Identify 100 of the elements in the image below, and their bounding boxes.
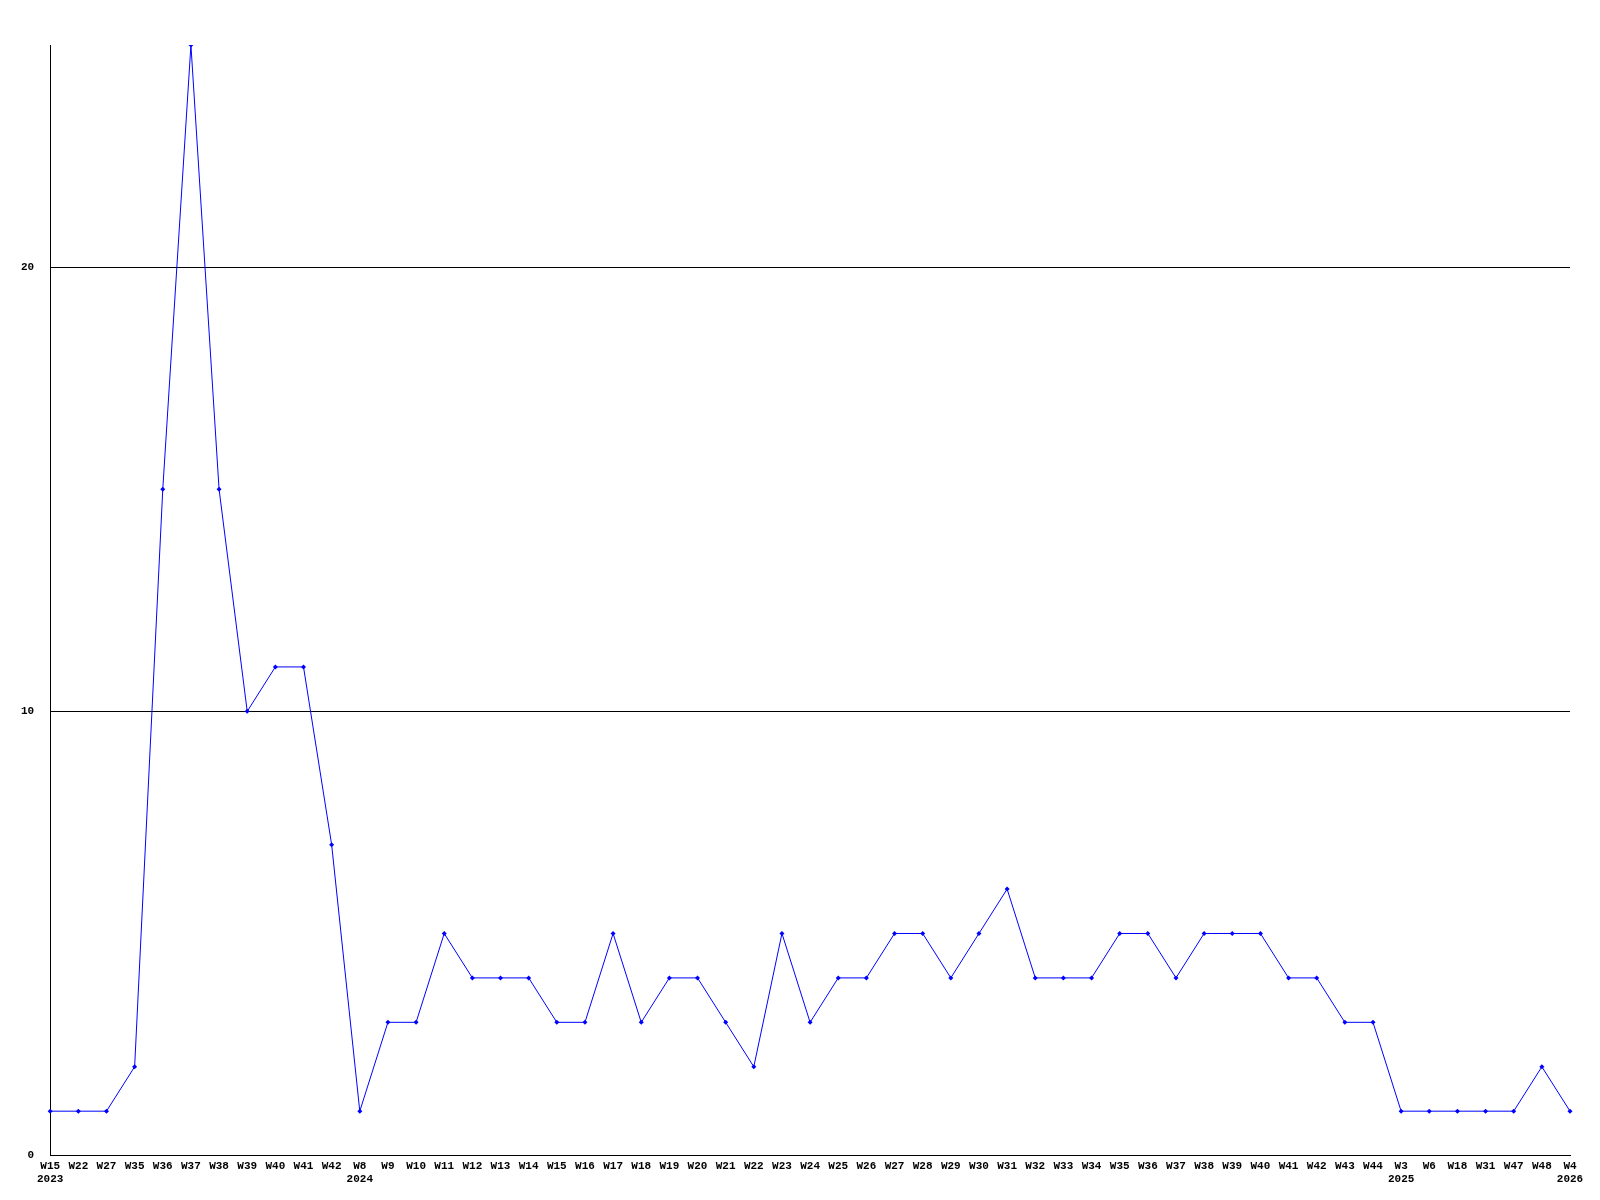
x-tick-label: W18 [631, 1159, 652, 1172]
x-tick-label: W17 [603, 1159, 623, 1172]
point [1454, 1108, 1460, 1114]
point [1004, 886, 1010, 892]
point [920, 930, 926, 936]
x-tick-label: W14 [518, 1159, 539, 1172]
x-tick-label: W28 [912, 1159, 933, 1172]
point [329, 842, 335, 848]
point [582, 1019, 588, 1025]
point [357, 1108, 363, 1114]
point [1370, 1019, 1376, 1025]
x-tick-label: W42 [1306, 1159, 1327, 1172]
point [301, 664, 306, 670]
point [1539, 1064, 1545, 1070]
point [1229, 930, 1235, 936]
point [1201, 930, 1207, 936]
x-tick-label: W24 [800, 1159, 821, 1172]
x-tick-label: W38 [209, 1159, 230, 1172]
x-tick-label: W16 [575, 1159, 595, 1172]
point [1511, 1108, 1517, 1114]
point [526, 975, 532, 981]
x-tick-label: W31 [1475, 1159, 1496, 1172]
point [610, 930, 616, 936]
x-tick-label: W29 [940, 1159, 961, 1172]
point [75, 1108, 81, 1114]
point [244, 708, 250, 714]
x-tick-label: W35 [1109, 1159, 1130, 1172]
point [948, 975, 954, 981]
point [976, 930, 982, 936]
point [695, 975, 701, 981]
x-tick-label: W25 [828, 1159, 849, 1172]
x-tick-label: W18 [1447, 1159, 1468, 1172]
point [47, 1108, 53, 1114]
x-tick-label: W42 [321, 1159, 342, 1172]
x-tick-label: W34 [1081, 1159, 1102, 1172]
point [1145, 930, 1151, 936]
x-tick-label: W36 [1137, 1159, 1158, 1172]
point [835, 975, 841, 981]
point [1426, 1108, 1432, 1114]
point [1314, 975, 1320, 981]
point [498, 975, 504, 981]
point [807, 1019, 813, 1025]
x-tick-label: W40 [265, 1159, 286, 1172]
point [469, 975, 475, 981]
point [1342, 1019, 1348, 1025]
point [216, 486, 222, 492]
point [779, 930, 785, 936]
x-tick-label: W37 [1166, 1159, 1186, 1172]
point [160, 486, 166, 492]
x-tick-label: W38 [1194, 1159, 1215, 1172]
x-tick-label: W27 [96, 1159, 117, 1172]
x-tick-label: W4 2026 [1556, 1159, 1584, 1186]
x-tick-label: W3 2025 [1387, 1159, 1415, 1186]
x-tick-label: W33 [1053, 1159, 1074, 1172]
x-tick-label: W39 [1222, 1159, 1243, 1172]
y-tick-label: 0 [27, 1149, 35, 1162]
x-tick-label: W27 [884, 1159, 905, 1172]
point [1286, 975, 1292, 981]
x-tick-label: W39 [237, 1159, 258, 1172]
x-tick-label: W13 [490, 1159, 511, 1172]
x-tick-label: W41 [1278, 1159, 1299, 1172]
point [385, 1019, 391, 1025]
point [132, 1064, 138, 1070]
point [1567, 1108, 1573, 1114]
x-tick-label: W36 [152, 1159, 173, 1172]
point [723, 1019, 729, 1025]
point [1483, 1108, 1489, 1114]
point [1117, 930, 1123, 936]
x-tick-label: W23 [772, 1159, 793, 1172]
x-tick-label: W44 [1363, 1159, 1384, 1172]
y-tick-label: 20 [21, 260, 35, 273]
x-tick-label: W19 [659, 1159, 680, 1172]
x-tick-label: W22 [68, 1159, 89, 1172]
x-tick-label: W15 [546, 1159, 568, 1172]
point [751, 1064, 757, 1070]
point [1060, 975, 1066, 981]
x-tick-label: W11 [434, 1159, 455, 1172]
point [1398, 1108, 1404, 1114]
x-tick-label: W22 [743, 1159, 764, 1172]
point [272, 664, 278, 670]
x-tick-label: W43 [1334, 1159, 1356, 1172]
x-tick-label: W41 [293, 1159, 314, 1172]
x-tick-label: W26 [856, 1159, 877, 1172]
point [1089, 975, 1095, 981]
point [1032, 975, 1038, 981]
x-tick-label: W47 [1503, 1159, 1524, 1172]
x-tick-label: W32 [1025, 1159, 1046, 1172]
point [554, 1019, 560, 1025]
x-tick-label: W9 [381, 1159, 395, 1172]
point [666, 975, 672, 981]
point [1173, 975, 1179, 981]
x-tick-label: W15 2023 [37, 1159, 64, 1186]
point [441, 930, 447, 936]
x-tick-label: W12 [462, 1159, 483, 1172]
y-tick-label: 10 [21, 705, 35, 718]
x-tick-label: W8 2024 [346, 1159, 374, 1186]
x-tick-label: W6 [1422, 1159, 1436, 1172]
x-tick-label: W37 [181, 1159, 201, 1172]
x-tick-label: W20 [687, 1159, 708, 1172]
point [892, 930, 898, 936]
